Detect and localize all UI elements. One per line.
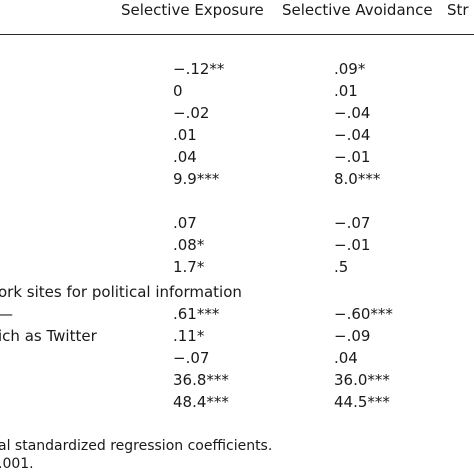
exposure-value: .11* [173,327,205,345]
avoidance-value: 36.0*** [334,371,390,389]
avoidance-value: −.04 [334,104,371,122]
table-row: .01 −.04 [0,124,474,146]
avoidance-value: 8.0*** [334,170,381,188]
exposure-value: 0 [173,82,183,100]
avoidance-value: −.01 [334,236,371,254]
table-row: — .61*** −.60*** [0,303,474,325]
exposure-value: 1.7* [173,258,205,276]
table-row: ork sites for political information [0,281,474,303]
header-selective-exposure: Selective Exposure [121,1,264,19]
exposure-value: −.07 [173,349,210,367]
table-row: 0 .01 [0,80,474,102]
avoidance-value: .01 [334,82,358,100]
avoidance-value: .04 [334,349,358,367]
avoidance-value: −.60*** [334,305,393,323]
exposure-value: .61*** [173,305,220,323]
exposure-value: 36.8*** [173,371,229,389]
table-row: −.07 .04 [0,347,474,369]
avoidance-value: −.09 [334,327,371,345]
avoidance-value: −.04 [334,126,371,144]
table-row: −.02 −.04 [0,102,474,124]
table-row: .04 −.01 [0,146,474,168]
exposure-value: .08* [173,236,205,254]
exposure-value: .04 [173,148,197,166]
note-line-coefficients: al standardized regression coefficients. [0,438,273,454]
exposure-value: .01 [173,126,197,144]
avoidance-value: .5 [334,258,349,276]
exposure-value: 48.4*** [173,393,229,411]
table-row: ich as Twitter .11* −.09 [0,325,474,347]
table-row: .08* −.01 [0,234,474,256]
avoidance-value: .09* [334,60,366,78]
header-rule [0,34,474,35]
avoidance-value: 44.5*** [334,393,390,411]
table-row: −.12** .09* [0,58,474,80]
header-selective-avoidance: Selective Avoidance [282,1,433,19]
avoidance-value: −.01 [334,148,371,166]
table-row: 1.7* .5 [0,256,474,278]
note-line-significance: .001. [0,456,34,472]
header-third-column: Str [447,1,469,19]
exposure-value: .07 [173,214,197,232]
avoidance-value: −.07 [334,214,371,232]
row-label: ork sites for political information [0,283,242,301]
exposure-value: 9.9*** [173,170,220,188]
row-label: ich as Twitter [0,327,97,345]
exposure-value: −.12** [173,60,225,78]
table-row: 48.4*** 44.5*** [0,391,474,413]
row-label: — [0,303,13,325]
table-row: 9.9*** 8.0*** [0,168,474,190]
exposure-value: −.02 [173,104,210,122]
table-row: .07 −.07 [0,212,474,234]
table-row: 36.8*** 36.0*** [0,369,474,391]
